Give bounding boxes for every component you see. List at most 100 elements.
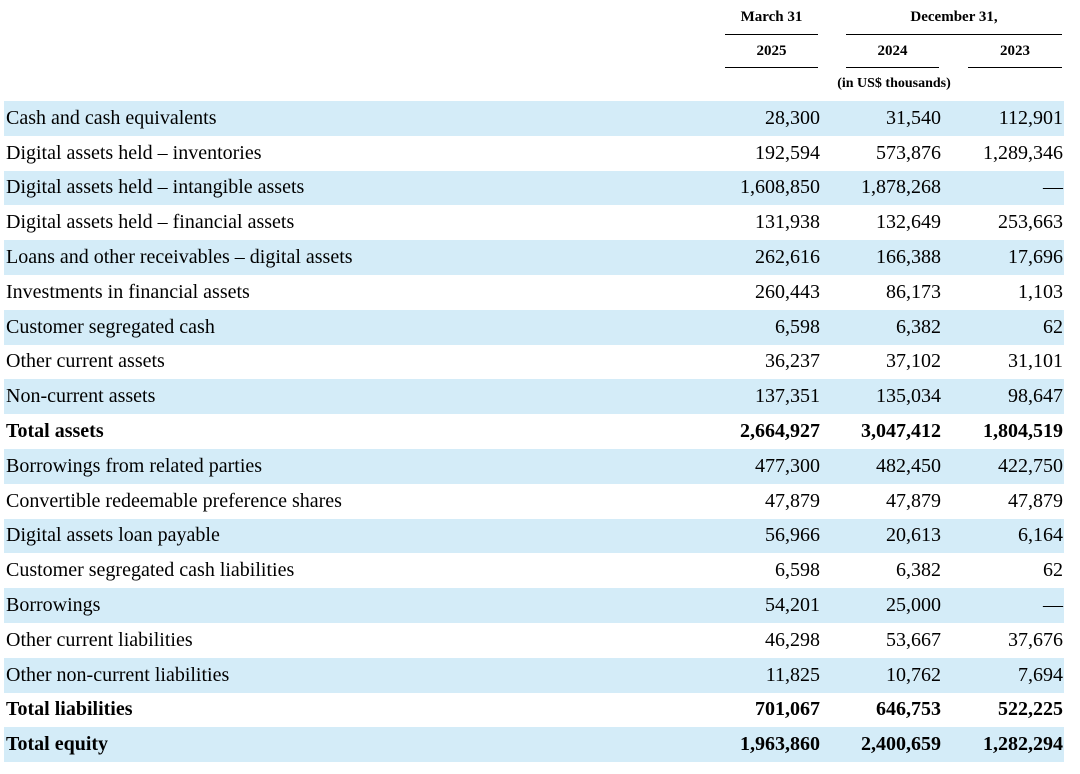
table-row: Investments in financial assets 260,443 86… <box>4 275 1064 310</box>
row-label: Other non-current liabilities <box>6 663 230 686</box>
table-row: Cash and cash equivalents 28,300 31,540 112… <box>4 101 1064 136</box>
table-row: Other non-current liabilities 11,825 10,76… <box>4 657 1064 693</box>
cell-value-2023: 17,696 <box>1008 246 1063 269</box>
header-year-2023: 2023 <box>1000 43 1030 59</box>
unit-note: (in US$ thousands) <box>837 76 951 91</box>
cell-value-2025: 131,938 <box>755 211 820 234</box>
cell-value-2025: 6,598 <box>775 315 820 338</box>
cell-value-2024: 53,667 <box>886 628 941 651</box>
cell-value-2025: 47,879 <box>765 489 820 512</box>
header-december-underline <box>846 34 1062 35</box>
table-row: Digital assets held – financial assets 13… <box>4 205 1064 240</box>
row-label: Total equity <box>6 733 109 756</box>
row-label: Digital assets loan payable <box>6 524 220 547</box>
cell-value-2025: 36,237 <box>765 350 820 373</box>
header-march-31: March 31 <box>740 9 803 25</box>
cell-value-2023: 112,901 <box>998 106 1063 129</box>
row-label: Total assets <box>6 420 104 443</box>
cell-value-2024: 1,878,268 <box>861 176 941 199</box>
table-row: Total equity 1,963,860 2,400,659 1,282,294 <box>4 727 1064 763</box>
header-year-2025-underline <box>725 67 818 68</box>
cell-value-2023: 62 <box>1043 315 1063 338</box>
row-label: Other current assets <box>6 350 165 373</box>
cell-value-2024: 135,034 <box>876 385 941 408</box>
cell-value-2023: 422,750 <box>998 454 1063 477</box>
cell-value-2025: 477,300 <box>755 454 820 477</box>
cell-value-2023: 47,879 <box>1008 489 1063 512</box>
cell-value-2025: 701,067 <box>755 698 820 721</box>
cell-value-2023: 1,103 <box>1018 280 1063 303</box>
row-label: Digital assets held – inventories <box>6 141 262 164</box>
row-label: Digital assets held – financial assets <box>6 211 295 234</box>
cell-value-2024: 646,753 <box>876 698 941 721</box>
cell-value-2024: 86,173 <box>886 280 941 303</box>
cell-value-2023: 253,663 <box>998 211 1063 234</box>
table-row: Digital assets held – intangible assets 1… <box>4 170 1064 206</box>
cell-value-2023: — <box>1043 594 1063 617</box>
table-row: Total assets 2,664,927 3,047,412 1,804,519 <box>4 414 1064 449</box>
cell-value-2024: 6,382 <box>896 315 941 338</box>
cell-value-2024: 31,540 <box>886 106 941 129</box>
cell-value-2025: 28,300 <box>765 106 820 129</box>
cell-value-2025: 54,201 <box>765 594 820 617</box>
table-row: Customer segregated cash liabilities 6,59… <box>4 553 1064 588</box>
cell-value-2023: 98,647 <box>1008 385 1063 408</box>
cell-value-2025: 137,351 <box>755 385 820 408</box>
cell-value-2024: 482,450 <box>876 454 941 477</box>
row-label: Digital assets held – intangible assets <box>6 176 305 199</box>
cell-value-2024: 37,102 <box>886 350 941 373</box>
table-row: Other current liabilities 46,298 53,667 37,… <box>4 623 1064 658</box>
row-label: Customer segregated cash liabilities <box>6 559 295 582</box>
cell-value-2025: 6,598 <box>775 559 820 582</box>
cell-value-2023: 1,282,294 <box>983 733 1063 756</box>
cell-value-2024: 132,649 <box>876 211 941 234</box>
cell-value-2024: 20,613 <box>886 524 941 547</box>
cell-value-2025: 56,966 <box>765 524 820 547</box>
cell-value-2023: 62 <box>1043 559 1063 582</box>
row-label: Loans and other receivables – digital as… <box>6 246 353 269</box>
table-row: Borrowings 54,201 25,000 — <box>4 588 1064 623</box>
header-year-2025: 2025 <box>756 43 787 59</box>
cell-value-2025: 11,825 <box>765 663 820 686</box>
table-row: Digital assets loan payable 56,966 20,613 6… <box>4 518 1064 554</box>
cell-value-2023: 6,164 <box>1018 524 1063 547</box>
header-year-2024: 2024 <box>877 43 908 59</box>
row-label: Investments in financial assets <box>6 280 250 303</box>
cell-value-2023: 1,804,519 <box>983 420 1063 443</box>
row-label: Convertible redeemable preference shares <box>6 489 342 512</box>
row-label: Total liabilities <box>6 698 133 721</box>
cell-value-2024: 25,000 <box>886 594 941 617</box>
row-label: Borrowings <box>6 594 101 617</box>
cell-value-2025: 2,664,927 <box>740 420 820 443</box>
table-row: Loans and other receivables – digital as… <box>4 240 1064 275</box>
cell-value-2023: 1,289,346 <box>983 141 1063 164</box>
row-label: Borrowings from related parties <box>6 454 263 477</box>
header-december-31: December 31, <box>910 9 998 25</box>
cell-value-2024: 6,382 <box>896 559 941 582</box>
cell-value-2024: 573,876 <box>876 141 941 164</box>
row-label: Non-current assets <box>6 385 156 408</box>
cell-value-2025: 260,443 <box>755 280 820 303</box>
cell-value-2024: 166,388 <box>876 246 941 269</box>
cell-value-2024: 3,047,412 <box>861 420 941 443</box>
cell-value-2025: 46,298 <box>765 628 820 651</box>
table-row: Convertible redeemable preference shares… <box>4 484 1064 519</box>
cell-value-2025: 262,616 <box>755 246 820 269</box>
table-row: Non-current assets 137,351 135,034 98,647 <box>4 379 1064 415</box>
cell-value-2025: 1,963,860 <box>740 733 820 756</box>
header-year-2024-underline <box>846 67 939 68</box>
cell-value-2023: 522,225 <box>998 698 1063 721</box>
header-march-underline <box>725 34 818 35</box>
cell-value-2023: 31,101 <box>1008 350 1063 373</box>
table-row: Customer segregated cash 6,598 6,382 62 <box>4 309 1064 345</box>
cell-value-2025: 192,594 <box>755 141 820 164</box>
cell-value-2023: 37,676 <box>1008 628 1063 651</box>
table-row: Digital assets held – inventories 192,594… <box>4 136 1064 171</box>
cell-value-2024: 10,762 <box>886 663 941 686</box>
row-label: Other current liabilities <box>6 628 193 651</box>
table-row: Total liabilities 701,067 646,753 522,225 <box>4 693 1064 728</box>
cell-value-2023: — <box>1043 176 1063 199</box>
table-row: Borrowings from related parties 477,300 48… <box>4 449 1064 484</box>
row-label: Cash and cash equivalents <box>6 106 217 129</box>
table-row: Other current assets 36,237 37,102 31,101 <box>4 345 1064 380</box>
